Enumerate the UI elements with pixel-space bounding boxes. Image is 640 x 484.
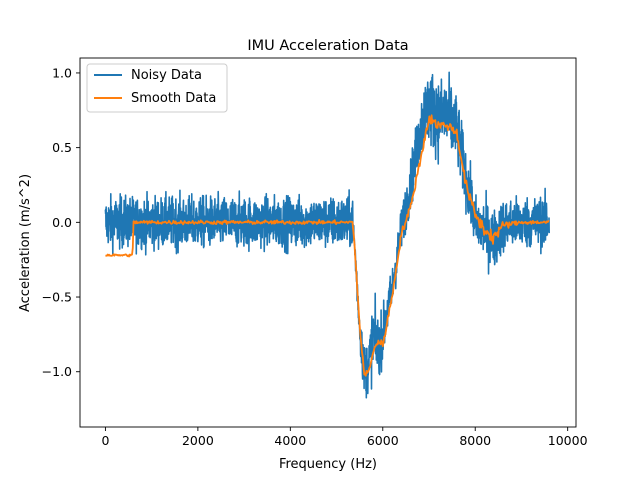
plot-frame bbox=[79, 57, 577, 428]
legend-label-smooth: Smooth Data bbox=[131, 91, 216, 106]
x-tick-label: 6000 bbox=[367, 433, 399, 448]
legend: Noisy Data Smooth Data bbox=[86, 63, 228, 113]
x-tick-label: 0 bbox=[101, 433, 109, 448]
x-axis-label: Frequency (Hz) bbox=[279, 457, 377, 472]
series-layer bbox=[104, 71, 550, 399]
x-tick-label: 2000 bbox=[182, 433, 214, 448]
chart-title: IMU Acceleration Data bbox=[247, 38, 408, 54]
legend-label-noisy: Noisy Data bbox=[131, 68, 202, 83]
series-smooth-line bbox=[105, 114, 550, 377]
y-axis-label: Acceleration (m/s^2) bbox=[18, 174, 33, 312]
y-tick-label: 0.5 bbox=[52, 140, 72, 155]
y-tick-label: 0.0 bbox=[52, 215, 72, 230]
x-tick-label: 4000 bbox=[274, 433, 306, 448]
y-tick-label: −0.5 bbox=[42, 290, 72, 305]
x-tick-label: 8000 bbox=[459, 433, 491, 448]
y-tick-label: −1.0 bbox=[42, 364, 72, 379]
y-tick-label: 1.0 bbox=[52, 65, 72, 80]
x-axis: 0 2000 4000 6000 8000 10000 bbox=[101, 427, 588, 448]
x-tick-label: 10000 bbox=[548, 433, 588, 448]
y-axis: −1.0 −0.5 0.0 0.5 1.0 bbox=[42, 65, 80, 379]
